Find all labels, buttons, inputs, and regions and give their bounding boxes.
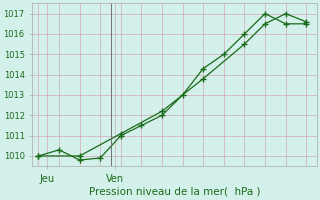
- X-axis label: Pression niveau de la mer(  hPa ): Pression niveau de la mer( hPa ): [89, 187, 260, 197]
